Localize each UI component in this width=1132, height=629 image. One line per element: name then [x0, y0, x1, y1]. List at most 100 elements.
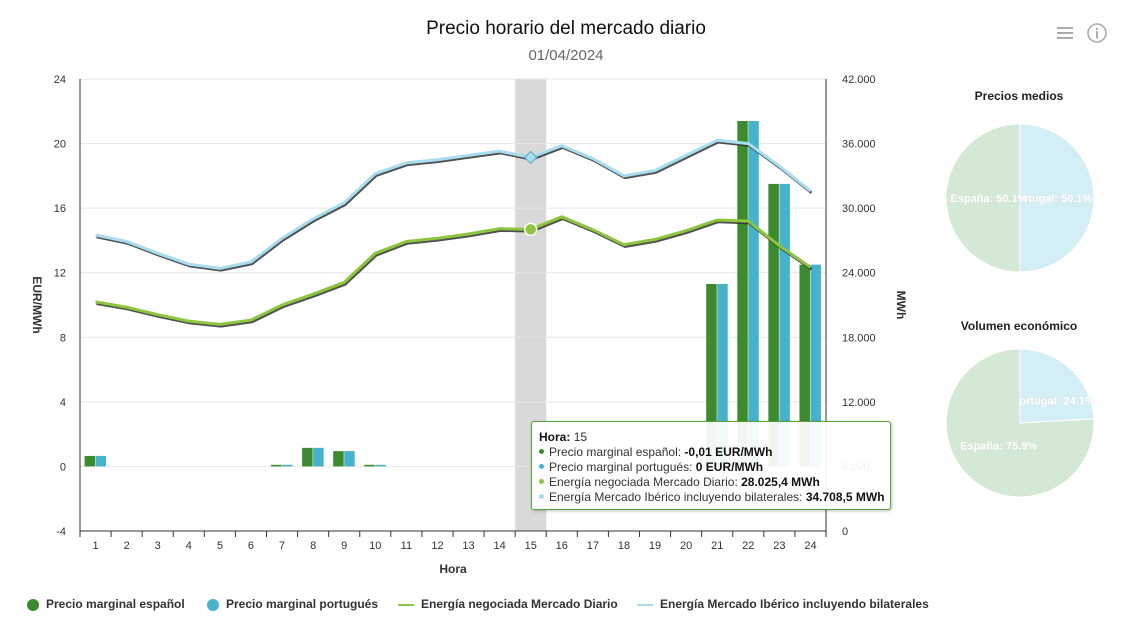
- tooltip-dot-energy-md: [539, 479, 544, 484]
- y-tick-right: 0: [842, 526, 848, 538]
- y-tick-left: 12: [54, 268, 66, 280]
- chart-legend: Precio marginal español Precio marginal …: [0, 597, 1132, 617]
- legend-item-energy-md[interactable]: Energía negociada Mercado Diario: [398, 597, 618, 611]
- bar-portugal: [779, 183, 790, 467]
- x-tick-label: 4: [186, 540, 192, 552]
- pie-slice-portugal: [1019, 348, 1095, 424]
- y-tick-left: 0: [60, 461, 66, 473]
- x-tick-label: 24: [804, 540, 816, 552]
- legend-symbol-energy-md: [398, 603, 414, 606]
- line-shadow-energy-iberico: [96, 141, 813, 272]
- tooltip-dot-spain: [539, 449, 544, 454]
- bar-portugal: [313, 447, 324, 467]
- bar-spain: [84, 455, 96, 467]
- tooltip-value-energy-iberico: 34.708,5 MWh: [805, 490, 885, 504]
- legend-label-portugal: Precio marginal portugués: [226, 597, 379, 611]
- y-tick-right: 12.000: [842, 397, 876, 409]
- tooltip-dot-portugal: [539, 464, 544, 469]
- bar-portugal: [375, 464, 386, 467]
- y-tick-right: 36.000: [842, 139, 876, 151]
- legend-symbol-spain: [27, 598, 39, 611]
- y-tick-right: 42.000: [842, 74, 876, 86]
- legend-label-spain: Precio marginal español: [46, 597, 185, 611]
- pie-title-precios: Precios medios: [974, 89, 1064, 103]
- tooltip-label-spain: Precio marginal español:: [549, 445, 682, 459]
- x-tick-label: 6: [248, 540, 254, 552]
- y-tick-left: 20: [54, 139, 66, 151]
- x-tick-label: 19: [649, 540, 661, 552]
- x-tick-label: 9: [341, 540, 347, 552]
- tooltip-label-energy-md: Energía negociada Mercado Diario:: [549, 475, 738, 489]
- y-tick-left: 16: [54, 203, 66, 215]
- pie-slice-espana: [945, 348, 1095, 498]
- bar-spain: [706, 284, 717, 467]
- legend-item-spain[interactable]: Precio marginal español: [27, 597, 185, 611]
- bar-spain: [271, 464, 282, 467]
- bar-portugal: [810, 264, 821, 467]
- y-tick-right: 18.000: [842, 332, 876, 344]
- bar-portugal: [282, 464, 293, 467]
- bar-portugal: [717, 284, 728, 467]
- chart-title: Precio horario del mercado diario: [426, 18, 706, 39]
- legend-symbol-energy-iberico: [637, 603, 653, 606]
- info-icon[interactable]: [1086, 22, 1108, 44]
- line-energy-iberico: [95, 138, 812, 270]
- bar-spain: [768, 183, 779, 467]
- y-axis-title-right: MWh: [894, 291, 908, 320]
- x-tick-label: 11: [401, 540, 412, 552]
- legend-label-energy-iberico: Energía Mercado Ibérico incluyendo bilat…: [660, 597, 929, 611]
- chart-subtitle: 01/04/2024: [528, 47, 604, 64]
- x-axis-title: Hora: [439, 562, 467, 576]
- line-energy-md: [95, 215, 812, 326]
- tooltip-value-spain: -0,01 EUR/MWh: [684, 445, 773, 459]
- x-tick-label: 16: [556, 540, 568, 552]
- x-tick-label: 13: [462, 540, 474, 552]
- tooltip-dot-energy-iberico: [539, 494, 544, 499]
- hover-marker-energy-iberico: [524, 150, 538, 165]
- pie-label: Portugal: 24.1%: [1012, 395, 1095, 407]
- hover-tooltip: Hora: 15 Precio marginal español: -0,01 …: [531, 421, 891, 510]
- x-tick-label: 3: [155, 540, 161, 552]
- y-tick-left: 24: [54, 74, 66, 86]
- tooltip-hour-value: 15: [573, 430, 588, 444]
- tooltip-value-energy-md: 28.025,4 MWh: [741, 475, 820, 489]
- x-tick-label: 21: [711, 540, 723, 552]
- hover-marker-energy-md: [523, 222, 538, 237]
- tooltip-label-energy-iberico: Energía Mercado Ibérico incluyendo bilat…: [549, 490, 803, 504]
- bar-portugal: [748, 120, 759, 467]
- bar-spain: [364, 464, 375, 467]
- tooltip-value-portugal: 0 EUR/MWh: [695, 460, 764, 474]
- x-tick-label: 17: [587, 540, 599, 552]
- pie-label: España: 50.1%: [950, 193, 1027, 205]
- y-tick-right: 24.000: [842, 268, 876, 280]
- x-tick-label: 5: [217, 540, 223, 552]
- bar-spain: [737, 120, 748, 467]
- x-tick-label: 20: [680, 540, 692, 552]
- legend-item-energy-iberico[interactable]: Energía Mercado Ibérico incluyendo bilat…: [637, 597, 929, 611]
- tooltip-label-portugal: Precio marginal portugués:: [549, 460, 693, 474]
- pie-label: Portugal: 50.1%: [1010, 193, 1093, 205]
- x-tick-label: 18: [618, 540, 630, 552]
- x-tick-label: 15: [525, 540, 537, 552]
- y-tick-left: 8: [60, 332, 66, 344]
- pie-title-volumen: Volumen económico: [960, 319, 1078, 333]
- y-tick-left: -4: [56, 526, 66, 538]
- bar-spain: [302, 447, 313, 467]
- y-axis-title-left: EUR/MWh: [30, 276, 44, 333]
- line-shadow-energy-md: [96, 217, 813, 328]
- bar-spain: [333, 451, 344, 467]
- tooltip-hour-label: Hora:: [539, 430, 571, 444]
- x-tick-label: 10: [369, 540, 381, 552]
- y-tick-left: 4: [60, 397, 66, 409]
- legend-item-portugal[interactable]: Precio marginal portugués: [207, 597, 378, 611]
- pie-label: España: 75.9%: [960, 441, 1037, 453]
- bar-portugal: [344, 451, 355, 467]
- legend-label-energy-md: Energía negociada Mercado Diario: [421, 597, 618, 611]
- x-tick-label: 2: [124, 540, 130, 552]
- x-tick-label: 7: [279, 540, 285, 552]
- hamburger-menu-icon[interactable]: [1056, 24, 1074, 42]
- x-tick-label: 14: [494, 540, 506, 552]
- x-tick-label: 22: [742, 540, 754, 552]
- y-tick-right: 30.000: [842, 203, 876, 215]
- bar-spain: [799, 264, 810, 467]
